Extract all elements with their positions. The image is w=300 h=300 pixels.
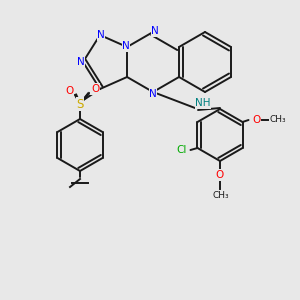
Text: CH₃: CH₃: [213, 190, 229, 200]
Text: N: N: [151, 26, 159, 36]
Text: NH: NH: [195, 98, 211, 108]
Text: O: O: [65, 86, 73, 96]
Text: N: N: [149, 89, 157, 99]
Text: O: O: [216, 170, 224, 180]
Text: O: O: [91, 84, 99, 94]
Text: N: N: [97, 30, 105, 40]
Text: S: S: [76, 98, 84, 110]
Text: CH₃: CH₃: [269, 115, 286, 124]
Text: O: O: [252, 115, 261, 125]
Text: N: N: [77, 57, 85, 67]
Text: N: N: [122, 41, 130, 51]
Text: Cl: Cl: [176, 145, 187, 155]
